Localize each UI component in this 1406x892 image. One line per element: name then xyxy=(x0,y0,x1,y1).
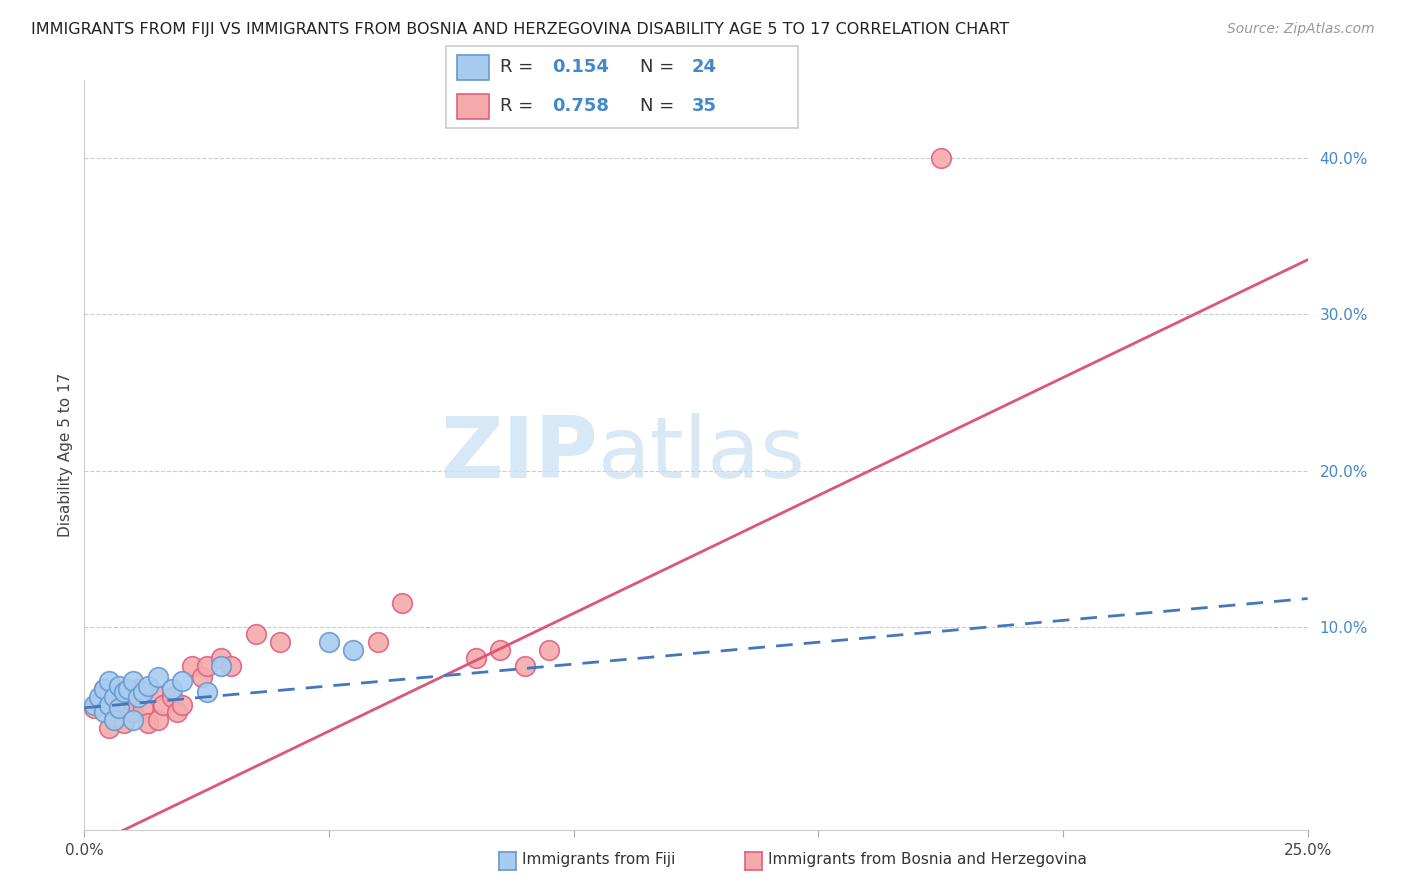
Point xyxy=(93,682,115,697)
Point xyxy=(136,716,159,731)
Point xyxy=(122,695,145,709)
Point xyxy=(929,151,952,165)
Point xyxy=(93,706,115,720)
Text: 0.758: 0.758 xyxy=(553,97,609,115)
Point xyxy=(87,695,110,709)
Point xyxy=(97,698,120,712)
Point xyxy=(93,682,115,697)
Bar xyxy=(457,54,489,80)
Text: Immigrants from Bosnia and Herzegovina: Immigrants from Bosnia and Herzegovina xyxy=(768,853,1087,867)
Point xyxy=(122,706,145,720)
Point xyxy=(181,658,204,673)
Point xyxy=(87,690,110,704)
Text: N =: N = xyxy=(640,59,681,77)
Text: atlas: atlas xyxy=(598,413,806,497)
Point xyxy=(127,690,149,704)
Point xyxy=(391,596,413,610)
Text: 35: 35 xyxy=(692,97,717,115)
Point xyxy=(107,679,129,693)
Point xyxy=(97,721,120,735)
Point xyxy=(209,658,232,673)
Point xyxy=(122,714,145,728)
Text: Source: ZipAtlas.com: Source: ZipAtlas.com xyxy=(1227,22,1375,37)
Point xyxy=(172,698,194,712)
Text: ZIP: ZIP xyxy=(440,413,598,497)
Point xyxy=(142,685,165,699)
Point xyxy=(122,674,145,689)
Point xyxy=(112,716,135,731)
Point xyxy=(245,627,267,641)
Point xyxy=(172,674,194,689)
Point xyxy=(342,643,364,657)
Point xyxy=(166,706,188,720)
Point xyxy=(83,701,105,715)
Point xyxy=(97,674,120,689)
Text: R =: R = xyxy=(501,97,540,115)
Point xyxy=(107,701,129,715)
Point xyxy=(191,669,214,684)
Point xyxy=(136,679,159,693)
Point xyxy=(132,685,155,699)
Point xyxy=(83,698,105,712)
Point xyxy=(195,685,218,699)
Point xyxy=(103,690,125,704)
Point xyxy=(107,690,129,704)
Point xyxy=(162,690,184,704)
Y-axis label: Disability Age 5 to 17: Disability Age 5 to 17 xyxy=(58,373,73,537)
Point xyxy=(112,685,135,699)
Point xyxy=(127,682,149,697)
Point xyxy=(195,658,218,673)
Point xyxy=(103,714,125,728)
Text: 24: 24 xyxy=(692,59,717,77)
Point xyxy=(269,635,291,649)
Point xyxy=(367,635,389,649)
Point xyxy=(107,701,129,715)
Point xyxy=(219,658,242,673)
Point xyxy=(489,643,512,657)
Point xyxy=(152,698,174,712)
Point xyxy=(146,714,169,728)
Point xyxy=(209,651,232,665)
Text: Immigrants from Fiji: Immigrants from Fiji xyxy=(522,853,675,867)
Point xyxy=(513,658,536,673)
Point xyxy=(97,690,120,704)
Point xyxy=(464,651,486,665)
Point xyxy=(146,669,169,684)
Text: R =: R = xyxy=(501,59,540,77)
Point xyxy=(538,643,561,657)
Text: IMMIGRANTS FROM FIJI VS IMMIGRANTS FROM BOSNIA AND HERZEGOVINA DISABILITY AGE 5 : IMMIGRANTS FROM FIJI VS IMMIGRANTS FROM … xyxy=(31,22,1010,37)
Text: 0.154: 0.154 xyxy=(553,59,609,77)
Point xyxy=(103,710,125,724)
Point xyxy=(132,701,155,715)
Text: N =: N = xyxy=(640,97,681,115)
FancyBboxPatch shape xyxy=(447,46,797,128)
Point xyxy=(117,682,139,697)
Bar xyxy=(457,94,489,120)
Point xyxy=(117,698,139,712)
Point xyxy=(162,682,184,697)
Point xyxy=(318,635,340,649)
